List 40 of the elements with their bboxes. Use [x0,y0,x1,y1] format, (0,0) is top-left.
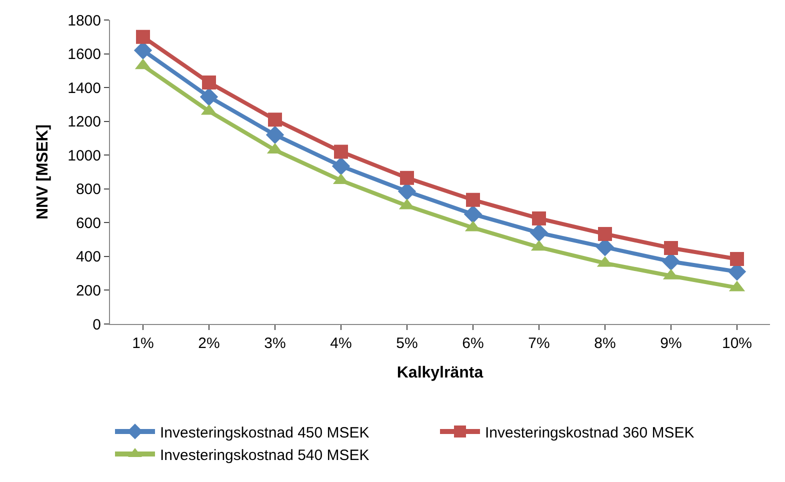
point [268,112,282,127]
x-tick-label: 10% [722,335,752,352]
point [598,226,612,241]
x-tick-label: 1% [132,335,154,352]
x-tick-label: 3% [264,335,286,352]
y-tick-label: 1000 [68,147,101,164]
point [334,144,348,159]
point [400,170,414,185]
y-tick-label: 400 [76,248,101,266]
y-axis-title: NNV [MSEK] [34,124,52,220]
point [466,192,480,207]
x-tick-label: 4% [330,335,352,352]
x-tick-label: 2% [198,335,220,352]
legend-label: Investeringskostnad 540 MSEK [160,446,370,464]
point [200,88,218,106]
y-tick-label: 1200 [68,114,101,131]
x-tick-label: 6% [462,335,484,352]
y-tick-label: 1600 [68,46,101,64]
y-tick-label: 200 [76,282,101,300]
point [530,224,548,242]
x-axis-title: Kalkylränta [396,364,484,382]
x-tick-label: 8% [594,335,616,352]
point [464,205,482,224]
x-tick-label: 7% [528,335,550,352]
point [532,211,546,226]
point [730,252,744,266]
y-tick-label: 600 [76,214,101,232]
x-tick-label: 5% [396,335,418,352]
legend-label: Investeringskostnad 450 MSEK [160,424,370,442]
point [664,241,678,255]
point [202,75,216,90]
point [266,126,284,144]
y-tick-label: 1800 [68,12,101,30]
y-tick-label: 800 [76,181,101,198]
legend-label: Investeringskostnad 360 MSEK [485,424,694,442]
point [136,30,150,44]
y-tick-label: 0 [92,316,101,334]
x-tick-label: 9% [660,335,682,352]
point [332,156,350,176]
y-tick-label: 1400 [68,80,101,97]
